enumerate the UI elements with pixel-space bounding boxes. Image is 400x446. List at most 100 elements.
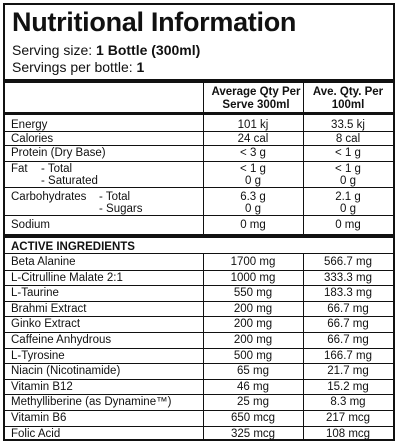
nutrient-label: Carbohydrates [11,191,87,203]
nutrient-label: Sodium [11,219,50,231]
ingredient-serve-value: 200 mg [233,303,273,315]
ingredient-serve-value: 550 mg [233,287,273,299]
column-divider [203,83,204,234]
ingredient-label: Vitamin B6 [11,412,67,424]
ingredient-label: L-Taurine [11,287,59,299]
page-title: Nutritional Information [12,7,297,37]
ingredient-100ml-value: 183.3 mg [324,287,372,299]
nutrient-label: Fat [11,163,28,175]
nutrient-label: Energy [11,119,48,131]
nutrient-100ml-value: 33.5 kj [331,119,365,131]
ingredient-100ml-value: 333.3 mg [324,272,372,284]
ingredient-label: Vitamin B12 [11,381,73,393]
nutrient-sublabel: - Total [41,163,73,175]
nutrient-100ml-value: < 1 g [335,147,361,159]
row-divider [5,410,393,411]
nutrient-100ml-value: 8 cal [335,133,361,145]
row-divider [5,301,393,302]
column-header-serve-line1: Average Qty Per [211,86,301,98]
row-divider [5,316,393,317]
row-divider [5,363,393,364]
nutrient-serve-value: 24 cal [237,133,269,145]
serving-size: Serving size: 1 Bottle (300ml) [12,42,200,58]
column-header-100ml-line1: Ave. Qty. Per [312,86,384,98]
ingredient-label: Beta Alanine [11,256,76,268]
column-divider [303,83,304,234]
ingredient-100ml-value: 166.7 mg [324,350,372,362]
nutrient-100ml-value: < 1 g [335,163,361,175]
ingredient-100ml-value: 66.7 mg [327,318,369,330]
serving-size-label: Serving size: [12,42,93,58]
ingredient-label: L-Tyrosine [11,350,65,362]
header-rule [5,112,393,115]
row-divider [5,215,393,216]
ingredient-serve-value: 1700 mg [230,256,276,268]
row-divider [5,187,393,188]
ingredient-100ml-value: 8.3 mg [330,396,366,408]
nutrition-panel: Nutritional Information Serving size: 1 … [3,3,395,441]
ingredient-100ml-value: 217 mcg [325,412,371,424]
nutrient-serve-value: 6.3 g [240,191,266,203]
column-header-serve-line2: Serve 300ml [222,99,290,111]
nutrient-label: Calories [11,133,54,145]
row-divider [5,379,393,380]
ingredient-label: Folic Acid [11,428,61,440]
ingredient-serve-value: 650 mcg [230,412,276,424]
row-divider [5,131,393,132]
ingredient-serve-value: 500 mg [233,350,273,362]
row-divider [5,253,393,254]
ingredient-serve-value: 25 mg [237,396,269,408]
ingredient-serve-value: 200 mg [233,318,273,330]
row-divider [5,332,393,333]
row-divider [5,161,393,162]
ingredient-serve-value: 200 mg [233,334,273,346]
ingredient-label: Caffeine Anhydrous [11,334,112,346]
nutrient-serve-value: 0 g [245,175,261,187]
servings-value: 1 [136,59,145,75]
ingredient-serve-value: 46 mg [237,381,269,393]
ingredient-serve-value: 65 mg [237,365,269,377]
nutrient-100ml-value: 2.1 g [335,191,361,203]
row-divider [5,394,393,395]
nutrient-serve-value: 101 kj [237,119,269,131]
nutrient-serve-value: < 1 g [240,163,266,175]
ingredient-100ml-value: 15.2 mg [327,381,369,393]
row-divider [5,270,393,271]
column-header-100ml-line2: 100ml [331,99,365,111]
ingredient-serve-value: 1000 mg [230,272,276,284]
column-divider [303,253,304,441]
row-divider [5,426,393,427]
nutrient-sublabel: - Saturated [41,175,98,187]
ingredient-label: Ginko Extract [11,318,81,330]
nutrient-serve-value: 0 g [245,203,261,215]
column-header-serve: Average Qty Per Serve 300ml [203,86,309,112]
nutrient-sublabel: - Total [99,191,131,203]
nutrient-100ml-value: 0 g [340,175,356,187]
nutrient-100ml-value: 0 g [340,203,356,215]
ingredient-label: Methylliberine (as Dynamine™) [11,396,172,408]
column-divider [203,253,204,441]
nutrient-serve-value: < 3 g [240,147,266,159]
ingredient-label: L-Citrulline Malate 2:1 [11,272,123,284]
top-rule [5,79,393,83]
nutrient-sublabel: - Sugars [99,203,143,215]
ingredient-serve-value: 325 mcg [230,428,276,440]
serving-size-value: 1 Bottle (300ml) [96,42,201,58]
section-rule [5,234,393,238]
ingredient-100ml-value: 108 mcg [325,428,371,440]
ingredient-100ml-value: 66.7 mg [327,334,369,346]
column-header-100ml: Ave. Qty. Per 100ml [303,86,393,112]
ingredient-100ml-value: 566.7 mg [324,256,372,268]
nutrient-serve-value: 0 mg [240,219,266,231]
servings-label: Servings per bottle: [12,59,133,75]
ingredient-100ml-value: 21.7 mg [327,365,369,377]
row-divider [5,285,393,286]
row-divider [5,348,393,349]
servings-per-bottle: Servings per bottle: 1 [12,59,144,75]
ingredient-100ml-value: 66.7 mg [327,303,369,315]
row-divider [5,145,393,146]
nutrient-label: Protein (Dry Base) [11,147,106,159]
active-ingredients-heading: ACTIVE INGREDIENTS [11,241,135,253]
ingredient-label: Brahmi Extract [11,303,87,315]
nutrient-100ml-value: 0 mg [335,219,361,231]
